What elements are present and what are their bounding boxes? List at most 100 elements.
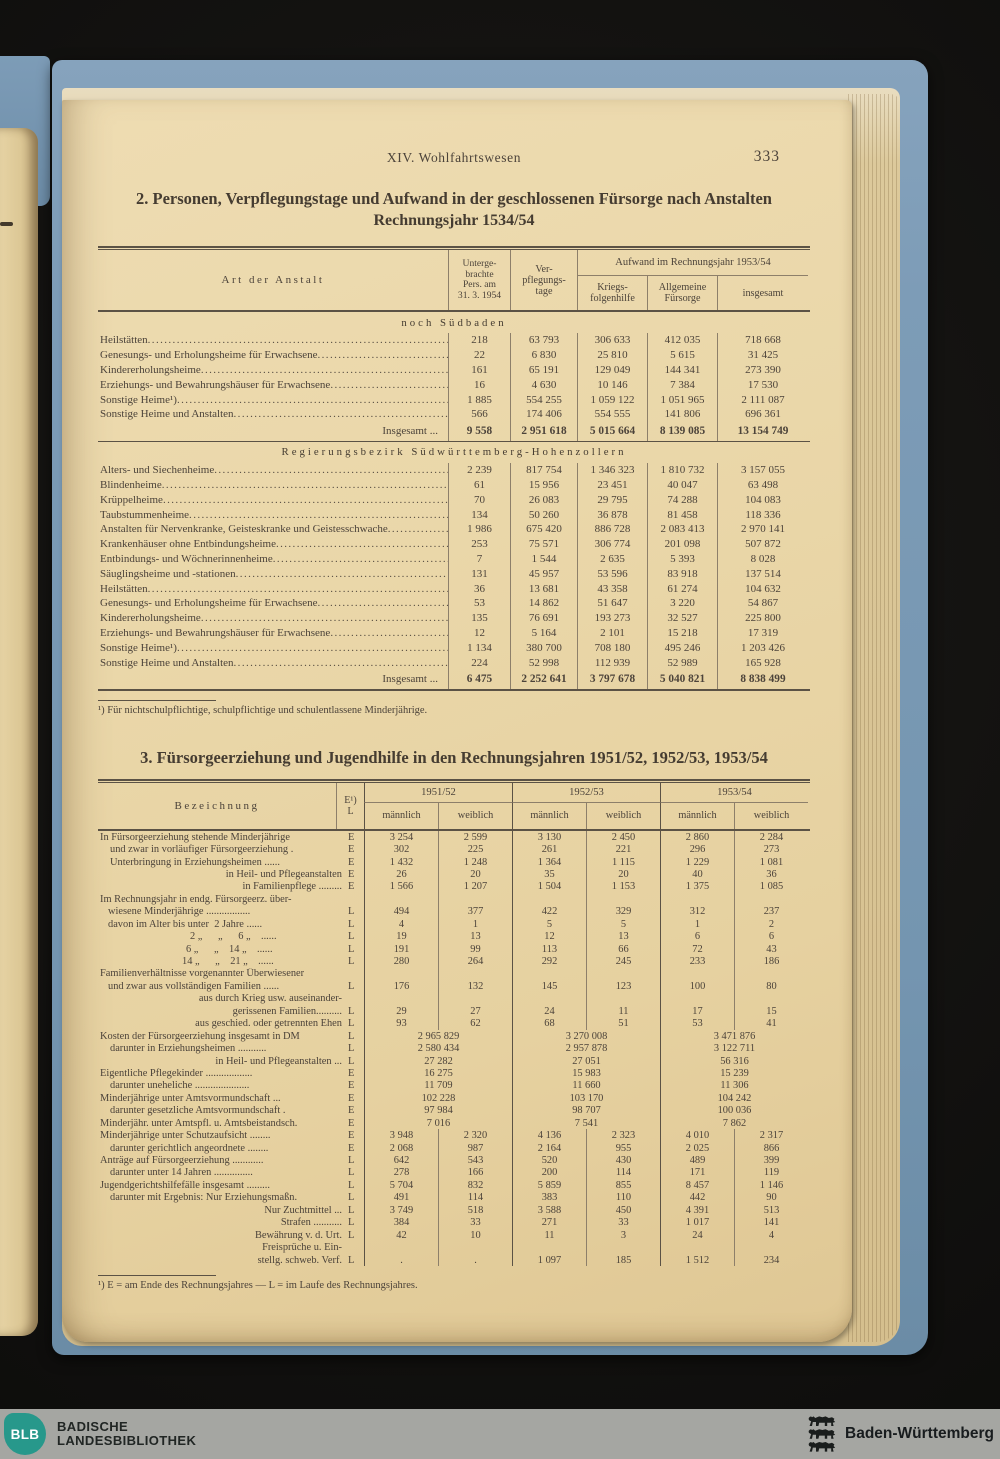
el-flag: L (348, 931, 355, 943)
table-cell (364, 893, 438, 906)
row-label: Minderjährige unter Amtsvormundschaft ..… (98, 1092, 364, 1104)
dot-leader (318, 349, 449, 361)
table-cell: 132 (438, 980, 512, 993)
el-flag: L (348, 1043, 355, 1055)
total-label: Insgesamt ... (382, 425, 438, 438)
table3-row: in Heil- und Pflegeanstalten ... L 27 282 2… (98, 1054, 810, 1068)
table3-row: darunter gerichtlich angeordnete .......… (98, 1141, 810, 1155)
table-cell: 29 795 (577, 492, 647, 508)
table-cell: 110 (586, 1191, 660, 1205)
table3-row: darunter mit Ergebnis: Nur Erziehungsmaß… (98, 1191, 810, 1205)
table-cell: 35 (512, 868, 586, 881)
table3-row: darunter unter 14 Jahren ...............… (98, 1166, 810, 1180)
table-cell: 3 (586, 1228, 660, 1242)
table-cell: 224 (448, 655, 510, 670)
row-label: Bewährung v. d. Urt. L (98, 1229, 364, 1241)
table-cell: 1 504 (512, 880, 586, 894)
table-cell: 2 635 (577, 551, 647, 567)
row-label-text: Unterbringung in Erziehungsheimen ...... (110, 856, 280, 868)
table-cell: 384 (364, 1216, 438, 1229)
table-cell: 3 471 876 (660, 1029, 808, 1043)
library-name: BADISCHE LANDESBIBLIOTHEK (57, 1419, 196, 1449)
row-label-text: aus geschied. oder getrennten Ehen (195, 1018, 342, 1030)
table-cell: 2 284 (734, 830, 808, 844)
table-cell: 1 810 732 (647, 462, 717, 478)
table-cell: 33 (438, 1216, 512, 1229)
row-label-text: In Fürsorgeerziehung stehende Minderjähr… (100, 831, 290, 843)
table-cell: 5 (512, 918, 586, 931)
table-cell: 489 (660, 1154, 734, 1167)
dot-leader (162, 479, 448, 491)
row-label-text: Sonstige Heime¹) (100, 393, 177, 406)
baden-wuerttemberg-coat-of-arms-icon (808, 1416, 836, 1452)
table-cell: 56 316 (660, 1054, 808, 1068)
row-label: darunter gerichtlich angeordnete .......… (98, 1142, 364, 1154)
el-flag: L (348, 943, 355, 955)
table-cell: 245 (586, 955, 660, 968)
row-label-text: Krankenhäuser ohne Entbindungsheime (100, 538, 276, 551)
table3-row: Nur Zuchtmittel ... L 3 749 518 3 588 450 4 39… (98, 1204, 810, 1217)
table-cell: 201 098 (647, 536, 717, 552)
table2-row: Genesungs- und Erholungsheime für Erwach… (98, 595, 810, 611)
table-cell: 253 (448, 536, 510, 552)
table-cell (660, 967, 734, 981)
table-cell: 237 (734, 905, 808, 918)
table-cell: 8 838 499 (717, 669, 808, 689)
row-label-text: Freisprüche u. Ein- (262, 1242, 342, 1254)
table-cell: 113 (512, 942, 586, 956)
table-cell: 15 (734, 1005, 808, 1018)
dot-leader (189, 509, 448, 521)
row-label: Jugendgerichtshilfefälle insgesamt .....… (98, 1179, 364, 1191)
table3-row: Strafen ........... L 384 33 271 33 1 017 141 (98, 1216, 810, 1229)
table3-row: stellg. schweb. Verf. L.. 1 097 185 1 512 234 (98, 1253, 810, 1267)
row-label-text: Säuglingsheime und -stationen (100, 567, 236, 580)
table2-section-divider (98, 440, 810, 442)
table-cell: 31 425 (717, 347, 808, 363)
table3-row: in Heil- und Pflegeanstalten E 26 20 35 20 40 3… (98, 868, 810, 881)
el-flag: E (348, 844, 355, 856)
table-cell (660, 893, 734, 906)
table-cell: 53 (660, 1017, 734, 1030)
table-cell: 27 282 (364, 1054, 512, 1068)
el-flag: L (348, 1005, 355, 1017)
row-label: Blindenheime (98, 478, 448, 493)
dot-leader (148, 334, 448, 346)
table-cell: 51 (586, 1017, 660, 1030)
table-cell: 2 860 (660, 830, 734, 844)
row-label-text: Minderjährige unter Schutzaufsicht .....… (100, 1130, 271, 1142)
table3-row: Jugendgerichtshilfefälle insgesamt .....… (98, 1179, 810, 1192)
table-cell: 5 040 821 (647, 669, 717, 689)
row-label-text: in Heil- und Pflegeanstalten ... (215, 1055, 342, 1067)
row-label-text: Sonstige Heime und Anstalten (100, 656, 234, 669)
table-cell: 13 (438, 930, 512, 943)
table2-header-allgemeine-fuersorge: Allgemeine Fürsorge (647, 276, 717, 310)
table3-row: aus durch Krieg usw. auseinander- (98, 992, 810, 1006)
row-label-text: Erziehungs- und Bewahrungshäuser für Erw… (100, 378, 331, 391)
table-cell: 7 541 (512, 1117, 660, 1130)
row-label: Erziehungs- und Bewahrungshäuser für Erw… (98, 626, 448, 641)
table-cell: 4 391 (660, 1204, 734, 1217)
table-cell: 4 010 (660, 1129, 734, 1142)
row-label-text: in Familienpflege ......... (242, 881, 342, 893)
table3-row: 6 „ „ 14 „ ...... L 191 99 113 66 72 43 (98, 942, 810, 956)
table-cell: 53 596 (577, 566, 647, 582)
row-label: 6 „ „ 14 „ ...... L (98, 943, 364, 955)
table-cell: 119 (734, 1166, 808, 1180)
el-flag: L (348, 1030, 355, 1042)
table2-title: 2. Personen, Verpflegungstage und Aufwan… (136, 189, 772, 208)
table-cell: 53 (448, 595, 510, 611)
table2-header-aufwand-group: Aufwand im Rechnungsjahr 1953/54 (577, 250, 808, 276)
table-cell: 1 (438, 918, 512, 931)
table-cell: 3 130 (512, 830, 586, 844)
table-cell: 15 956 (510, 477, 577, 493)
row-label-text: Alters- und Siechenheime (100, 464, 215, 477)
table-cell: 1 375 (660, 880, 734, 894)
table-cell: 193 273 (577, 610, 647, 626)
table2-header-kriegsfolgenhilfe: Kriegs- folgenhilfe (577, 276, 647, 310)
row-label: Sonstige Heime und Anstalten (98, 407, 448, 422)
row-label: Kindererholungsheime (98, 363, 448, 378)
table-cell: 7 (448, 551, 510, 567)
row-label-text: Minderjährige unter Amtsvormundschaft ..… (100, 1092, 281, 1104)
table-cell (364, 967, 438, 981)
